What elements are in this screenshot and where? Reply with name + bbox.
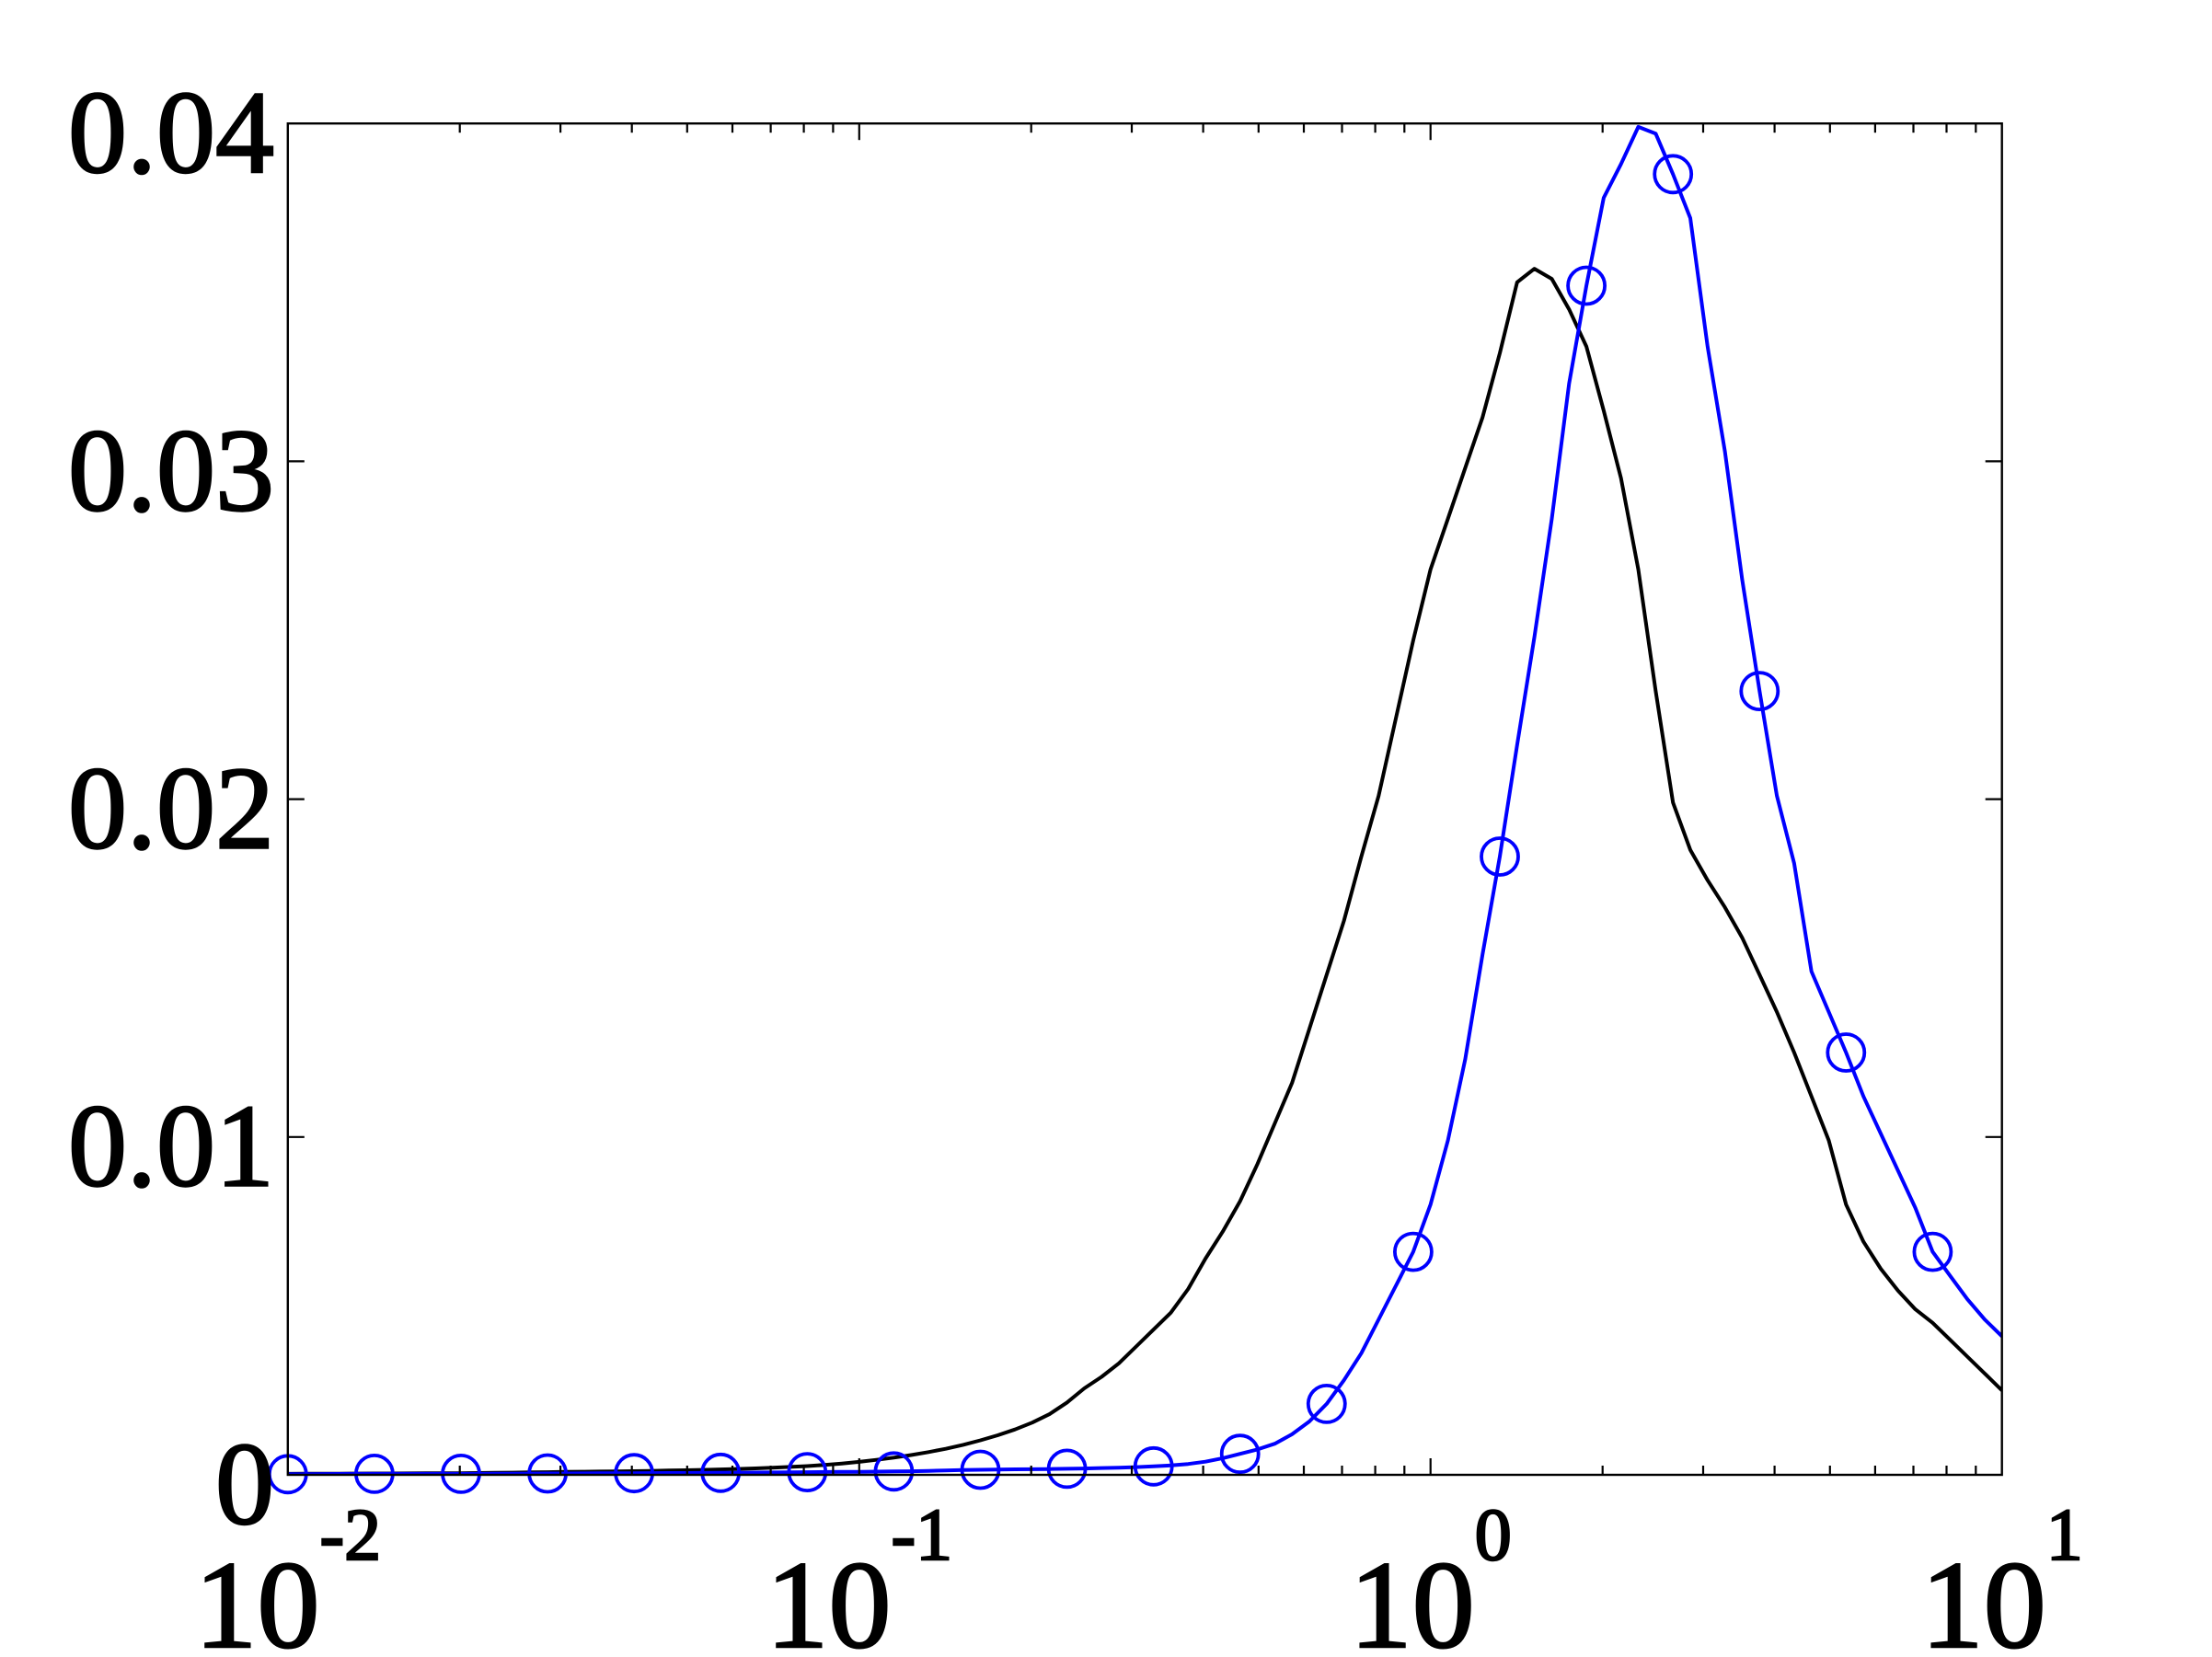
svg-text:0.02: 0.02 xyxy=(68,743,274,874)
svg-text:0.03: 0.03 xyxy=(68,405,274,535)
svg-text:0: 0 xyxy=(215,1419,274,1549)
svg-text:0.01: 0.01 xyxy=(68,1081,274,1212)
svg-text:0.04: 0.04 xyxy=(68,67,274,198)
